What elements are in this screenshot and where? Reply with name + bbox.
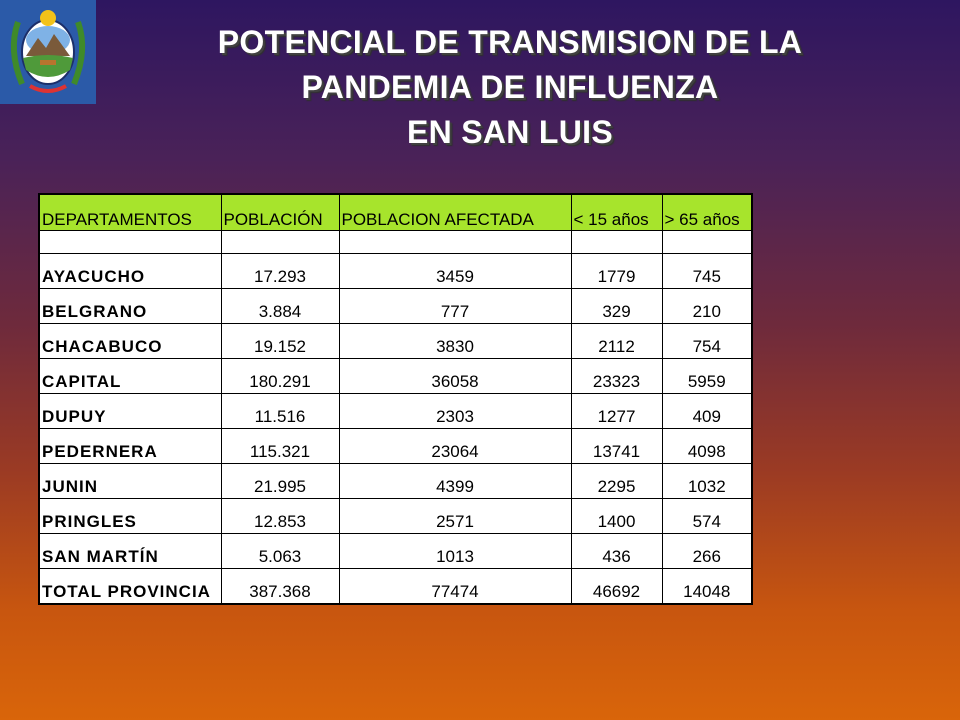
cell-under-15: 2112 (570, 323, 663, 359)
cell-population: 11.516 (220, 393, 340, 429)
cell-affected: 4399 (338, 463, 572, 499)
cell-affected: 23064 (338, 428, 572, 464)
header-mayores-65: > 65 años (661, 193, 753, 231)
title-line-1: POTENCIAL DE TRANSMISION DE LA (217, 24, 803, 60)
cell-over-65: 574 (661, 498, 753, 534)
cell-department: TOTAL PROVINCIA (38, 568, 222, 605)
cell-under-15: 13741 (570, 428, 663, 464)
header-poblacion-afectada: POBLACION AFECTADA (338, 193, 572, 231)
cell-under-15: 436 (570, 533, 663, 569)
cell-population: 180.291 (220, 358, 340, 394)
cell-under-15: 1779 (570, 253, 663, 289)
cell-affected: 777 (338, 288, 572, 324)
cell-over-65: 210 (661, 288, 753, 324)
cell-under-15: 46692 (570, 568, 663, 605)
header-menores-15: < 15 años (570, 193, 663, 231)
cell-population: 387.368 (220, 568, 340, 605)
cell-affected: 3830 (338, 323, 572, 359)
table-spacer-row (38, 230, 753, 254)
cell-department: AYACUCHO (38, 253, 222, 289)
cell-department: JUNIN (38, 463, 222, 499)
table-row: JUNIN 21.995 4399 2295 1032 (38, 463, 753, 499)
cell-department: PRINGLES (38, 498, 222, 534)
title-line-2: PANDEMIA DE INFLUENZA (301, 69, 719, 105)
cell-department: DUPUY (38, 393, 222, 429)
cell-population: 19.152 (220, 323, 340, 359)
cell-affected: 77474 (338, 568, 572, 605)
cell-department: CAPITAL (38, 358, 222, 394)
cell-affected: 1013 (338, 533, 572, 569)
cell-over-65: 14048 (661, 568, 753, 605)
cell-population: 3.884 (220, 288, 340, 324)
cell-population: 12.853 (220, 498, 340, 534)
san-luis-seal-logo (0, 0, 96, 104)
cell-department: CHACABUCO (38, 323, 222, 359)
cell-population: 17.293 (220, 253, 340, 289)
influenza-transmission-table: DEPARTAMENTOS POBLACIÓN POBLACION AFECTA… (38, 193, 753, 605)
table-row: PRINGLES 12.853 2571 1400 574 (38, 498, 753, 534)
cell-over-65: 266 (661, 533, 753, 569)
table-row: AYACUCHO 17.293 3459 1779 745 (38, 253, 753, 289)
cell-under-15: 2295 (570, 463, 663, 499)
table-row: CHACABUCO 19.152 3830 2112 754 (38, 323, 753, 359)
cell-under-15: 1400 (570, 498, 663, 534)
cell-over-65: 409 (661, 393, 753, 429)
table-header-row: DEPARTAMENTOS POBLACIÓN POBLACION AFECTA… (38, 193, 753, 231)
table-row: SAN MARTÍN 5.063 1013 436 266 (38, 533, 753, 569)
cell-over-65: 745 (661, 253, 753, 289)
cell-department: SAN MARTÍN (38, 533, 222, 569)
table-row: CAPITAL 180.291 36058 23323 5959 (38, 358, 753, 394)
cell-department: BELGRANO (38, 288, 222, 324)
cell-under-15: 23323 (570, 358, 663, 394)
table-row: DUPUY 11.516 2303 1277 409 (38, 393, 753, 429)
cell-over-65: 1032 (661, 463, 753, 499)
cell-under-15: 1277 (570, 393, 663, 429)
table-row: BELGRANO 3.884 777 329 210 (38, 288, 753, 324)
cell-over-65: 4098 (661, 428, 753, 464)
cell-affected: 2571 (338, 498, 572, 534)
cell-affected: 2303 (338, 393, 572, 429)
cell-population: 115.321 (220, 428, 340, 464)
cell-affected: 3459 (338, 253, 572, 289)
cell-department: PEDERNERA (38, 428, 222, 464)
header-poblacion: POBLACIÓN (220, 193, 340, 231)
cell-under-15: 329 (570, 288, 663, 324)
coat-of-arms-icon (0, 0, 96, 104)
cell-affected: 36058 (338, 358, 572, 394)
page-title: POTENCIAL DE TRANSMISION DE LA PANDEMIA … (110, 20, 910, 155)
header-departamentos: DEPARTAMENTOS (38, 193, 222, 231)
title-line-3: EN SAN LUIS (407, 114, 613, 150)
cell-population: 21.995 (220, 463, 340, 499)
cell-population: 5.063 (220, 533, 340, 569)
cell-over-65: 754 (661, 323, 753, 359)
cell-over-65: 5959 (661, 358, 753, 394)
table-total-row: TOTAL PROVINCIA 387.368 77474 46692 1404… (38, 568, 753, 605)
table-row: PEDERNERA 115.321 23064 13741 4098 (38, 428, 753, 464)
